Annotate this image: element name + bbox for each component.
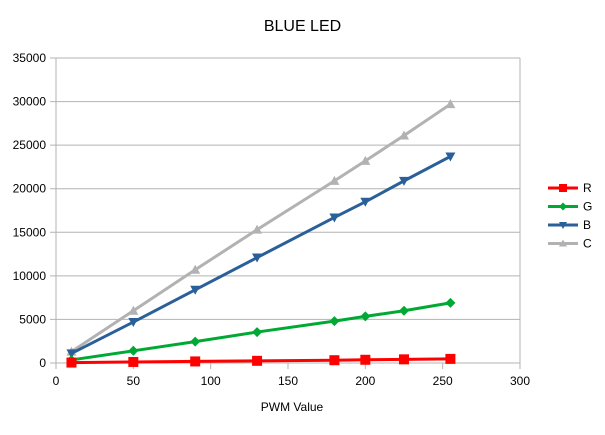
x-tick-label: 0 bbox=[53, 374, 60, 388]
series-C bbox=[66, 99, 456, 356]
series-G bbox=[66, 297, 456, 365]
y-tick-label: 20000 bbox=[13, 182, 47, 196]
y-tick-label: 15000 bbox=[13, 225, 47, 239]
triangle-down-marker bbox=[399, 176, 409, 186]
legend-item-B: B bbox=[548, 218, 591, 232]
triangle-down-marker bbox=[128, 318, 139, 328]
triangle-down-marker bbox=[445, 152, 456, 162]
series-line bbox=[71, 301, 451, 362]
triangle-up-marker bbox=[329, 175, 340, 185]
triangle-down-marker bbox=[66, 349, 77, 359]
square-marker bbox=[559, 184, 567, 192]
square-marker bbox=[399, 354, 409, 365]
triangle-up-marker bbox=[445, 99, 456, 109]
series-R bbox=[66, 353, 456, 368]
square-marker bbox=[190, 356, 201, 367]
diamond-marker bbox=[559, 202, 567, 211]
y-tick-label: 35000 bbox=[13, 51, 47, 65]
x-tick-label: 250 bbox=[433, 374, 453, 388]
diamond-marker bbox=[445, 297, 456, 308]
legend-label: G bbox=[583, 200, 592, 214]
legend-item-C: C bbox=[548, 237, 592, 251]
triangle-up-marker bbox=[190, 264, 201, 274]
x-tick-label: 300 bbox=[510, 374, 530, 388]
data-series bbox=[66, 99, 456, 368]
triangle-up-marker bbox=[128, 305, 139, 315]
y-tick-label: 30000 bbox=[13, 95, 47, 109]
diamond-marker bbox=[190, 336, 201, 347]
triangle-down-marker bbox=[252, 253, 263, 263]
legend-label: B bbox=[583, 218, 591, 232]
x-tick-label: 50 bbox=[127, 374, 141, 388]
y-tick-label: 0 bbox=[39, 356, 46, 370]
x-tick-label: 100 bbox=[201, 374, 221, 388]
legend-item-R: R bbox=[548, 181, 592, 195]
triangle-down-marker bbox=[559, 222, 567, 229]
gridlines bbox=[50, 57, 520, 364]
diamond-marker bbox=[329, 316, 340, 327]
x-axis-label: PWM Value bbox=[260, 400, 324, 414]
triangle-up-marker bbox=[399, 130, 409, 140]
series-line bbox=[70, 102, 452, 353]
y-tick-label: 25000 bbox=[13, 138, 47, 152]
legend-label: C bbox=[583, 237, 592, 251]
triangle-down-marker bbox=[329, 213, 340, 223]
axes: 0 5000 10000 15000 20000 25000 30000 35000 0 50 10… bbox=[13, 51, 531, 388]
series-line bbox=[71, 357, 451, 365]
x-tick-label: 150 bbox=[278, 374, 298, 388]
diamond-marker bbox=[399, 305, 409, 316]
legend-label: R bbox=[583, 181, 592, 195]
square-marker bbox=[66, 357, 77, 368]
triangle-down-marker bbox=[190, 285, 201, 295]
triangle-up-marker bbox=[360, 155, 371, 165]
triangle-down-marker bbox=[360, 197, 371, 207]
triangle-up-marker bbox=[252, 224, 263, 234]
series-B bbox=[66, 152, 456, 359]
square-marker bbox=[445, 353, 456, 364]
diamond-marker bbox=[360, 311, 371, 322]
x-tick-label: 200 bbox=[355, 374, 375, 388]
diamond-marker bbox=[252, 327, 263, 338]
chart-title: BLUE LED bbox=[263, 18, 342, 35]
square-marker bbox=[128, 356, 139, 367]
triangle-up-marker bbox=[559, 239, 567, 247]
square-marker bbox=[252, 355, 263, 366]
y-tick-label: 5000 bbox=[19, 312, 46, 326]
square-marker bbox=[329, 355, 340, 366]
y-tick-label: 10000 bbox=[13, 269, 47, 283]
square-marker bbox=[360, 354, 371, 365]
legend-item-G: G bbox=[548, 200, 592, 214]
series-line bbox=[70, 155, 452, 355]
diamond-marker bbox=[128, 345, 139, 356]
